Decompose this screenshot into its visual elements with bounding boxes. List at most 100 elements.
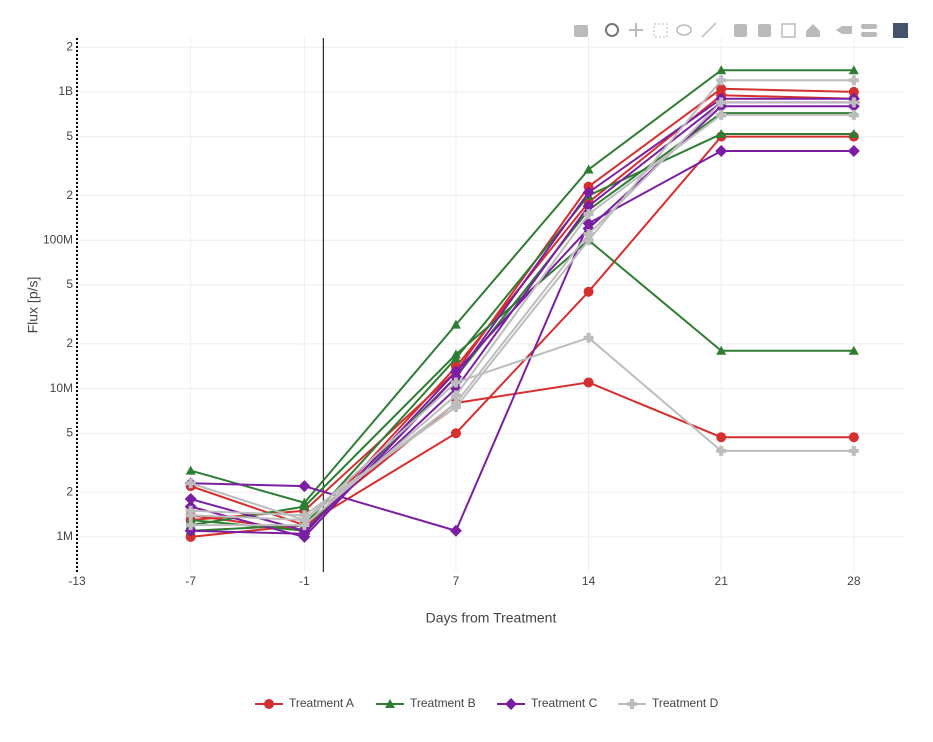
lasso-icon[interactable] — [676, 24, 692, 36]
y-tick-label: 2 — [66, 484, 73, 498]
plotly-logo[interactable] — [893, 23, 908, 38]
marker — [716, 345, 727, 355]
series-line — [185, 108, 859, 535]
y-tick-label: 2 — [66, 188, 73, 202]
marker — [185, 520, 196, 531]
legend-item[interactable]: Treatment C — [497, 696, 598, 710]
marker — [264, 699, 274, 709]
draw-icon[interactable] — [701, 22, 717, 38]
marker — [299, 501, 310, 511]
x-tick-label: 7 — [453, 574, 460, 588]
line — [190, 101, 854, 522]
marker — [583, 164, 594, 174]
x-axis-title: Days from Treatment — [426, 610, 557, 626]
marker — [298, 527, 311, 540]
legend-item[interactable]: Treatment B — [376, 696, 476, 710]
zoom-out-icon[interactable] — [758, 24, 771, 37]
line — [190, 133, 854, 532]
marker — [298, 480, 311, 493]
modebar — [574, 22, 908, 38]
y-tick-label: 10M — [50, 381, 73, 395]
marker — [583, 229, 594, 240]
marker — [385, 699, 395, 708]
legend: Treatment A Treatment B Treatment C Treatme… — [255, 696, 719, 710]
line — [190, 113, 854, 527]
line — [190, 135, 854, 538]
marker — [450, 319, 461, 329]
marker — [450, 377, 461, 388]
legend-label: Treatment D — [652, 696, 719, 710]
series-line — [185, 97, 859, 526]
line — [190, 149, 854, 532]
marker — [847, 144, 860, 157]
marker — [716, 65, 727, 75]
zoom-icon[interactable] — [605, 23, 619, 37]
series-line — [185, 65, 859, 507]
marker — [449, 365, 462, 378]
marker — [715, 144, 728, 157]
marker — [848, 129, 859, 139]
zoom-in-icon[interactable] — [734, 24, 747, 37]
marker — [848, 432, 859, 443]
marker — [299, 520, 310, 531]
x-tick-label: -7 — [185, 574, 196, 588]
marker — [848, 75, 859, 86]
marker — [848, 65, 859, 75]
hover-icon[interactable] — [861, 24, 877, 29]
marker — [450, 390, 461, 401]
series-line — [184, 144, 860, 537]
line — [190, 69, 854, 504]
series-line — [185, 109, 859, 531]
legend-item[interactable]: Treatment A — [255, 696, 354, 710]
marker — [848, 109, 859, 120]
y-tick-label: 5 — [66, 425, 73, 439]
marker — [583, 209, 594, 220]
y-tick-label: 5 — [66, 129, 73, 143]
marker — [582, 186, 595, 199]
pan-icon[interactable] — [629, 23, 643, 37]
autoscale-icon[interactable] — [781, 23, 796, 38]
camera-icon[interactable] — [574, 25, 588, 37]
home-icon[interactable] — [806, 24, 820, 37]
line — [190, 79, 854, 517]
marker — [848, 445, 859, 456]
marker — [582, 200, 595, 213]
series-line — [185, 131, 859, 542]
y-tick-label: 2 — [66, 39, 73, 53]
marker — [583, 235, 594, 246]
legend-item[interactable]: Treatment D — [618, 696, 719, 710]
marker — [583, 286, 594, 297]
marker — [184, 524, 197, 537]
legend-label: Treatment A — [289, 696, 354, 710]
x-tick-label: 14 — [582, 574, 596, 588]
marker — [716, 75, 727, 86]
line — [190, 112, 854, 532]
y-tick-label: 2 — [66, 336, 73, 350]
marker — [449, 524, 462, 537]
marker — [185, 465, 196, 475]
series-line — [185, 90, 859, 536]
y-axis-title: Flux [p/s] — [25, 277, 41, 334]
x-tick-label: -1 — [299, 574, 310, 588]
hover-compare-icon[interactable] — [861, 32, 877, 37]
marker — [184, 493, 197, 506]
marker — [185, 478, 196, 489]
spike-icon[interactable] — [836, 26, 852, 34]
marker — [627, 699, 637, 709]
legend-label: Treatment B — [410, 696, 476, 710]
line — [190, 381, 854, 527]
select-icon[interactable] — [653, 23, 668, 38]
marker — [716, 109, 727, 120]
marker — [716, 432, 727, 443]
marker — [716, 445, 727, 456]
x-tick-label: -13 — [68, 574, 86, 588]
series-line — [185, 129, 859, 535]
line — [190, 101, 854, 532]
marker — [450, 397, 461, 408]
line — [190, 94, 854, 532]
marker — [848, 345, 859, 355]
x-tick-label: 21 — [715, 574, 729, 588]
y-tick-label: 100M — [43, 232, 73, 246]
x-tick-label: 28 — [847, 574, 861, 588]
marker — [716, 97, 727, 108]
